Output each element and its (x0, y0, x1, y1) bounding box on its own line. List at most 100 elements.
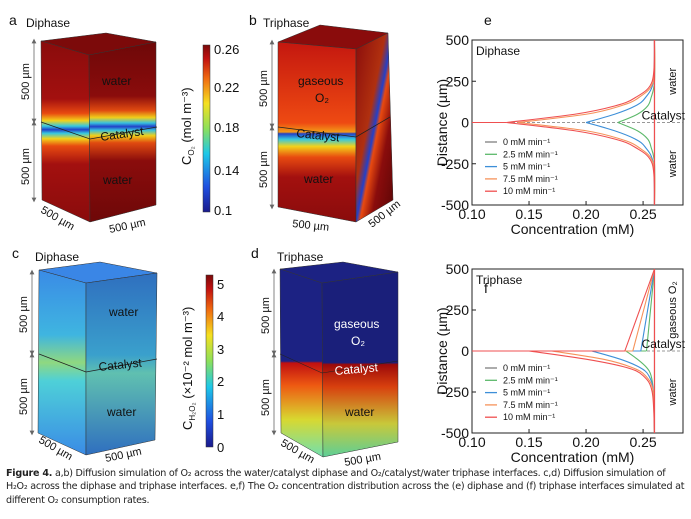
series-line (517, 39, 656, 124)
legend-label: 2.5 mM min⁻¹ (503, 149, 558, 159)
colorbar-tick: 0.18 (214, 120, 239, 135)
panel-title: Diphase (26, 16, 70, 30)
region-label: water (344, 405, 374, 419)
dimension-label: 500 µm (260, 297, 272, 334)
panel-letter: a (9, 12, 17, 28)
series-line (506, 39, 656, 124)
dimension-label: 500 µm (292, 218, 330, 234)
dimension-label: 500 µm (258, 70, 270, 107)
region-annotation: water (667, 67, 679, 95)
region-label: gaseous (334, 317, 379, 331)
colorbar-tick: 3 (217, 342, 224, 357)
region-label: water (303, 172, 333, 186)
colorbar-tick: 0 (217, 440, 224, 455)
chart-title: Diphase (476, 44, 520, 58)
panel-letter: c (12, 245, 19, 261)
svg-text:CH₂O₂ (×10⁻² mol m⁻³): CH₂O₂ (×10⁻² mol m⁻³) (180, 307, 197, 430)
legend-label: 7.5 mM min⁻¹ (503, 400, 558, 410)
chart-panel-f: f 0.10 0.15 0.20 0.25 500 250 0 -250 -500 Concentr… (434, 261, 686, 465)
y-tick-label: 500 (446, 261, 470, 277)
series-line (506, 121, 656, 206)
series-line (617, 121, 656, 206)
series-line (632, 268, 656, 352)
series-line (517, 121, 656, 206)
cube-right-face (321, 271, 399, 458)
x-tick-label: 0.25 (629, 434, 656, 450)
colorbar-title: CH₂O₂ (×10⁻² mol m⁻³) (180, 307, 197, 430)
legend-label: 10 mM min⁻¹ (503, 186, 555, 196)
x-tick-label: 0.25 (629, 206, 656, 222)
y-tick-label: 500 (446, 32, 470, 48)
catalyst-label: Catalyst (98, 355, 143, 374)
dimension-label: 500 µm (20, 63, 32, 100)
legend-label: 2.5 mM min⁻¹ (503, 375, 558, 385)
catalyst-label: Catalyst (99, 124, 145, 144)
legend-label: 0 mM min⁻¹ (503, 363, 550, 373)
region-label: water (102, 173, 132, 187)
caption-label: Figure 4. (6, 468, 53, 479)
panel-title: Triphase (263, 16, 310, 30)
colorbar-tick: 5 (217, 277, 224, 292)
catalyst-annotation: Catalyst (642, 337, 686, 351)
caption-text: a,b) Diffusion simulation of O₂ across t… (6, 468, 685, 506)
dimension-label: 500 µm (258, 151, 270, 188)
panel-c: c Diphase 500 µm 500 µm 500 µm 500 µm wa… (12, 245, 158, 465)
x-tick-label: 0.20 (572, 206, 599, 222)
legend-label: 0 mM min⁻¹ (503, 137, 550, 147)
cube-right-face (85, 272, 158, 456)
x-tick-label: 0.15 (515, 434, 542, 450)
y-tick-label: -500 (441, 425, 469, 441)
catalyst-line (277, 116, 391, 138)
colorbar-tick: 4 (217, 309, 224, 324)
panel-letter: d (251, 245, 259, 261)
y-tick-label: 0 (461, 115, 469, 131)
y-tick-label: -250 (441, 384, 469, 400)
y-tick-label: -500 (441, 197, 469, 213)
colorbar-tick: 0.26 (214, 42, 239, 57)
cube-right-face (355, 32, 394, 223)
series-line (591, 350, 656, 434)
x-tick-label: 0.10 (458, 206, 485, 222)
legend-label: 5 mM min⁻¹ (503, 388, 550, 398)
svg-text:CO₂ (mol m⁻³): CO₂ (mol m⁻³) (179, 87, 196, 165)
series-line (640, 268, 656, 352)
x-tick-label: 0.20 (572, 434, 599, 450)
catalyst-line (40, 121, 158, 140)
region-label: water (101, 74, 131, 88)
chart-title: Triphase (476, 273, 523, 287)
region-annotation: water (667, 378, 679, 406)
colorbar-title: CO₂ (mol m⁻³) (179, 87, 196, 165)
colorbar-gradient (202, 44, 211, 213)
dimension-label: 500 µm (20, 148, 32, 185)
region-label: O₂ (315, 91, 329, 105)
legend-label: 7.5 mM min⁻¹ (503, 174, 558, 184)
colorbar-tick: 0.22 (214, 80, 239, 95)
y-axis-title: Distance (µm) (434, 307, 450, 394)
dimension-label: 500 µm (18, 378, 30, 415)
y-tick-label: -250 (441, 156, 469, 172)
legend-label: 5 mM min⁻¹ (503, 162, 550, 172)
colorbar-tick: 2 (217, 374, 224, 389)
panel-letter: b (249, 12, 257, 28)
panel-letter: e (484, 12, 492, 28)
panel-letter: f (484, 280, 488, 296)
legend-label: 10 mM min⁻¹ (503, 412, 555, 422)
region-annotation: water (667, 150, 679, 178)
colorbar-tick: 1 (217, 407, 224, 422)
x-axis-title: Concentration (mM) (511, 221, 635, 237)
y-axis-title: Distance (µm) (434, 79, 450, 166)
colorbar-gradient (205, 274, 214, 448)
series-line (551, 350, 656, 434)
y-tick-label: 250 (446, 73, 470, 89)
x-axis-title: Concentration (mM) (511, 449, 635, 465)
region-label: O₂ (351, 334, 365, 348)
region-label: gaseous (298, 74, 343, 88)
series-line (645, 268, 656, 352)
catalyst-line (38, 353, 158, 373)
x-tick-label: 0.10 (458, 434, 485, 450)
figure-caption: Figure 4. a,b) Diffusion simulation of O… (6, 467, 688, 507)
y-tick-label: 250 (446, 302, 470, 318)
panel-b: b Triphase 500 µm 500 µm 500 µm 500 µm g… (249, 12, 403, 234)
